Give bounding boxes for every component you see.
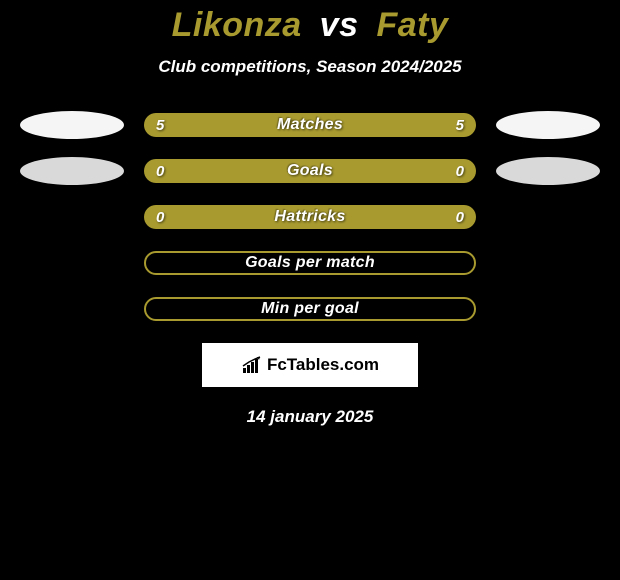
stat-row: 0 Hattricks 0 (0, 205, 620, 229)
left-ellipse (20, 249, 124, 277)
branding-box[interactable]: FcTables.com (202, 343, 418, 387)
right-value: 5 (456, 117, 464, 134)
stat-label: Min per goal (261, 300, 359, 318)
player1-name: Likonza (172, 6, 302, 44)
stats-rows: 5 Matches 5 0 Goals 0 0 Hattricks 0 (0, 113, 620, 321)
left-value: 5 (156, 117, 164, 134)
left-value: 0 (156, 209, 164, 226)
stat-pill-goals-per-match: Goals per match (144, 251, 476, 275)
stat-pill-goals: 0 Goals 0 (144, 159, 476, 183)
date-label: 14 january 2025 (247, 407, 374, 427)
player2-name: Faty (376, 6, 448, 44)
right-ellipse (496, 157, 600, 185)
page-title: Likonza vs Faty (172, 6, 449, 45)
stat-label: Goals per match (245, 254, 375, 272)
stat-label: Hattricks (274, 208, 345, 226)
right-ellipse (496, 111, 600, 139)
stat-row: 0 Goals 0 (0, 159, 620, 183)
stat-label: Matches (277, 116, 343, 134)
right-ellipse (496, 295, 600, 323)
left-value: 0 (156, 163, 164, 180)
left-ellipse (20, 111, 124, 139)
vs-separator: vs (320, 6, 359, 44)
bar-chart-icon (241, 356, 263, 374)
left-ellipse (20, 295, 124, 323)
right-value: 0 (456, 163, 464, 180)
stat-label: Goals (287, 162, 333, 180)
right-ellipse (496, 203, 600, 231)
left-ellipse (20, 203, 124, 231)
comparison-widget: Likonza vs Faty Club competitions, Seaso… (0, 0, 620, 427)
stat-pill-matches: 5 Matches 5 (144, 113, 476, 137)
stat-pill-min-per-goal: Min per goal (144, 297, 476, 321)
stat-row: 5 Matches 5 (0, 113, 620, 137)
right-ellipse (496, 249, 600, 277)
right-value: 0 (456, 209, 464, 226)
subtitle: Club competitions, Season 2024/2025 (158, 57, 461, 77)
left-ellipse (20, 157, 124, 185)
stat-row: Goals per match (0, 251, 620, 275)
stat-pill-hattricks: 0 Hattricks 0 (144, 205, 476, 229)
branding-text: FcTables.com (267, 355, 379, 375)
stat-row: Min per goal (0, 297, 620, 321)
